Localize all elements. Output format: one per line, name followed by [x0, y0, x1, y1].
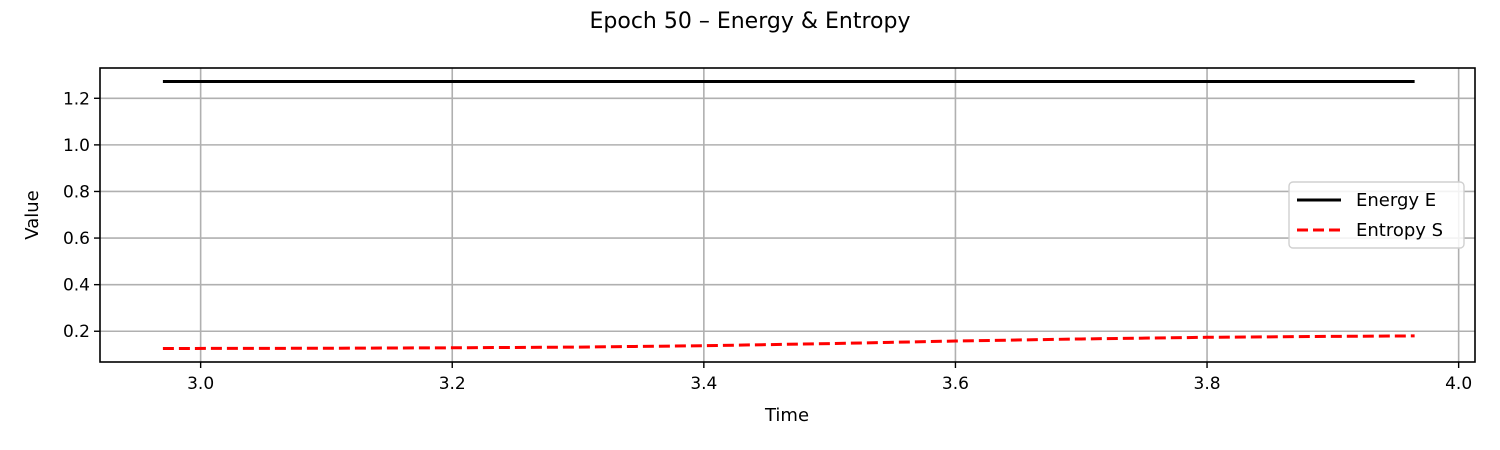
- y-tick-label: 0.6: [63, 229, 90, 249]
- legend-label: Entropy S: [1356, 220, 1443, 241]
- y-axis-label: Value: [22, 190, 43, 239]
- x-tick-label: 4.0: [1445, 374, 1472, 394]
- x-tick-label: 3.8: [1194, 374, 1221, 394]
- x-tick-label: 3.0: [187, 374, 214, 394]
- axis-ticks: 3.0 3.2 3.4 3.6 3.8 4.0 0.2 0.4 0.6 0.8 1.0 1.2: [63, 89, 1472, 394]
- x-tick-label: 3.4: [690, 374, 717, 394]
- legend-label: Energy E: [1356, 190, 1436, 211]
- y-tick-label: 0.4: [63, 276, 90, 296]
- x-tick-label: 3.6: [942, 374, 969, 394]
- y-tick-label: 1.2: [63, 89, 90, 109]
- x-tick-label: 3.2: [439, 374, 466, 394]
- y-tick-label: 0.2: [63, 322, 90, 342]
- chart-title: Epoch 50 – Energy & Entropy: [590, 9, 911, 34]
- plot-frame: [99, 67, 1476, 363]
- y-tick-label: 1.0: [63, 136, 90, 156]
- legend: Energy E Entropy S: [1288, 181, 1465, 249]
- series-line-entropy: [162, 334, 1415, 350]
- y-tick-label: 0.8: [63, 182, 90, 202]
- grid: [100, 68, 1475, 362]
- plot-series: [162, 80, 1415, 350]
- x-axis-label: Time: [764, 405, 809, 426]
